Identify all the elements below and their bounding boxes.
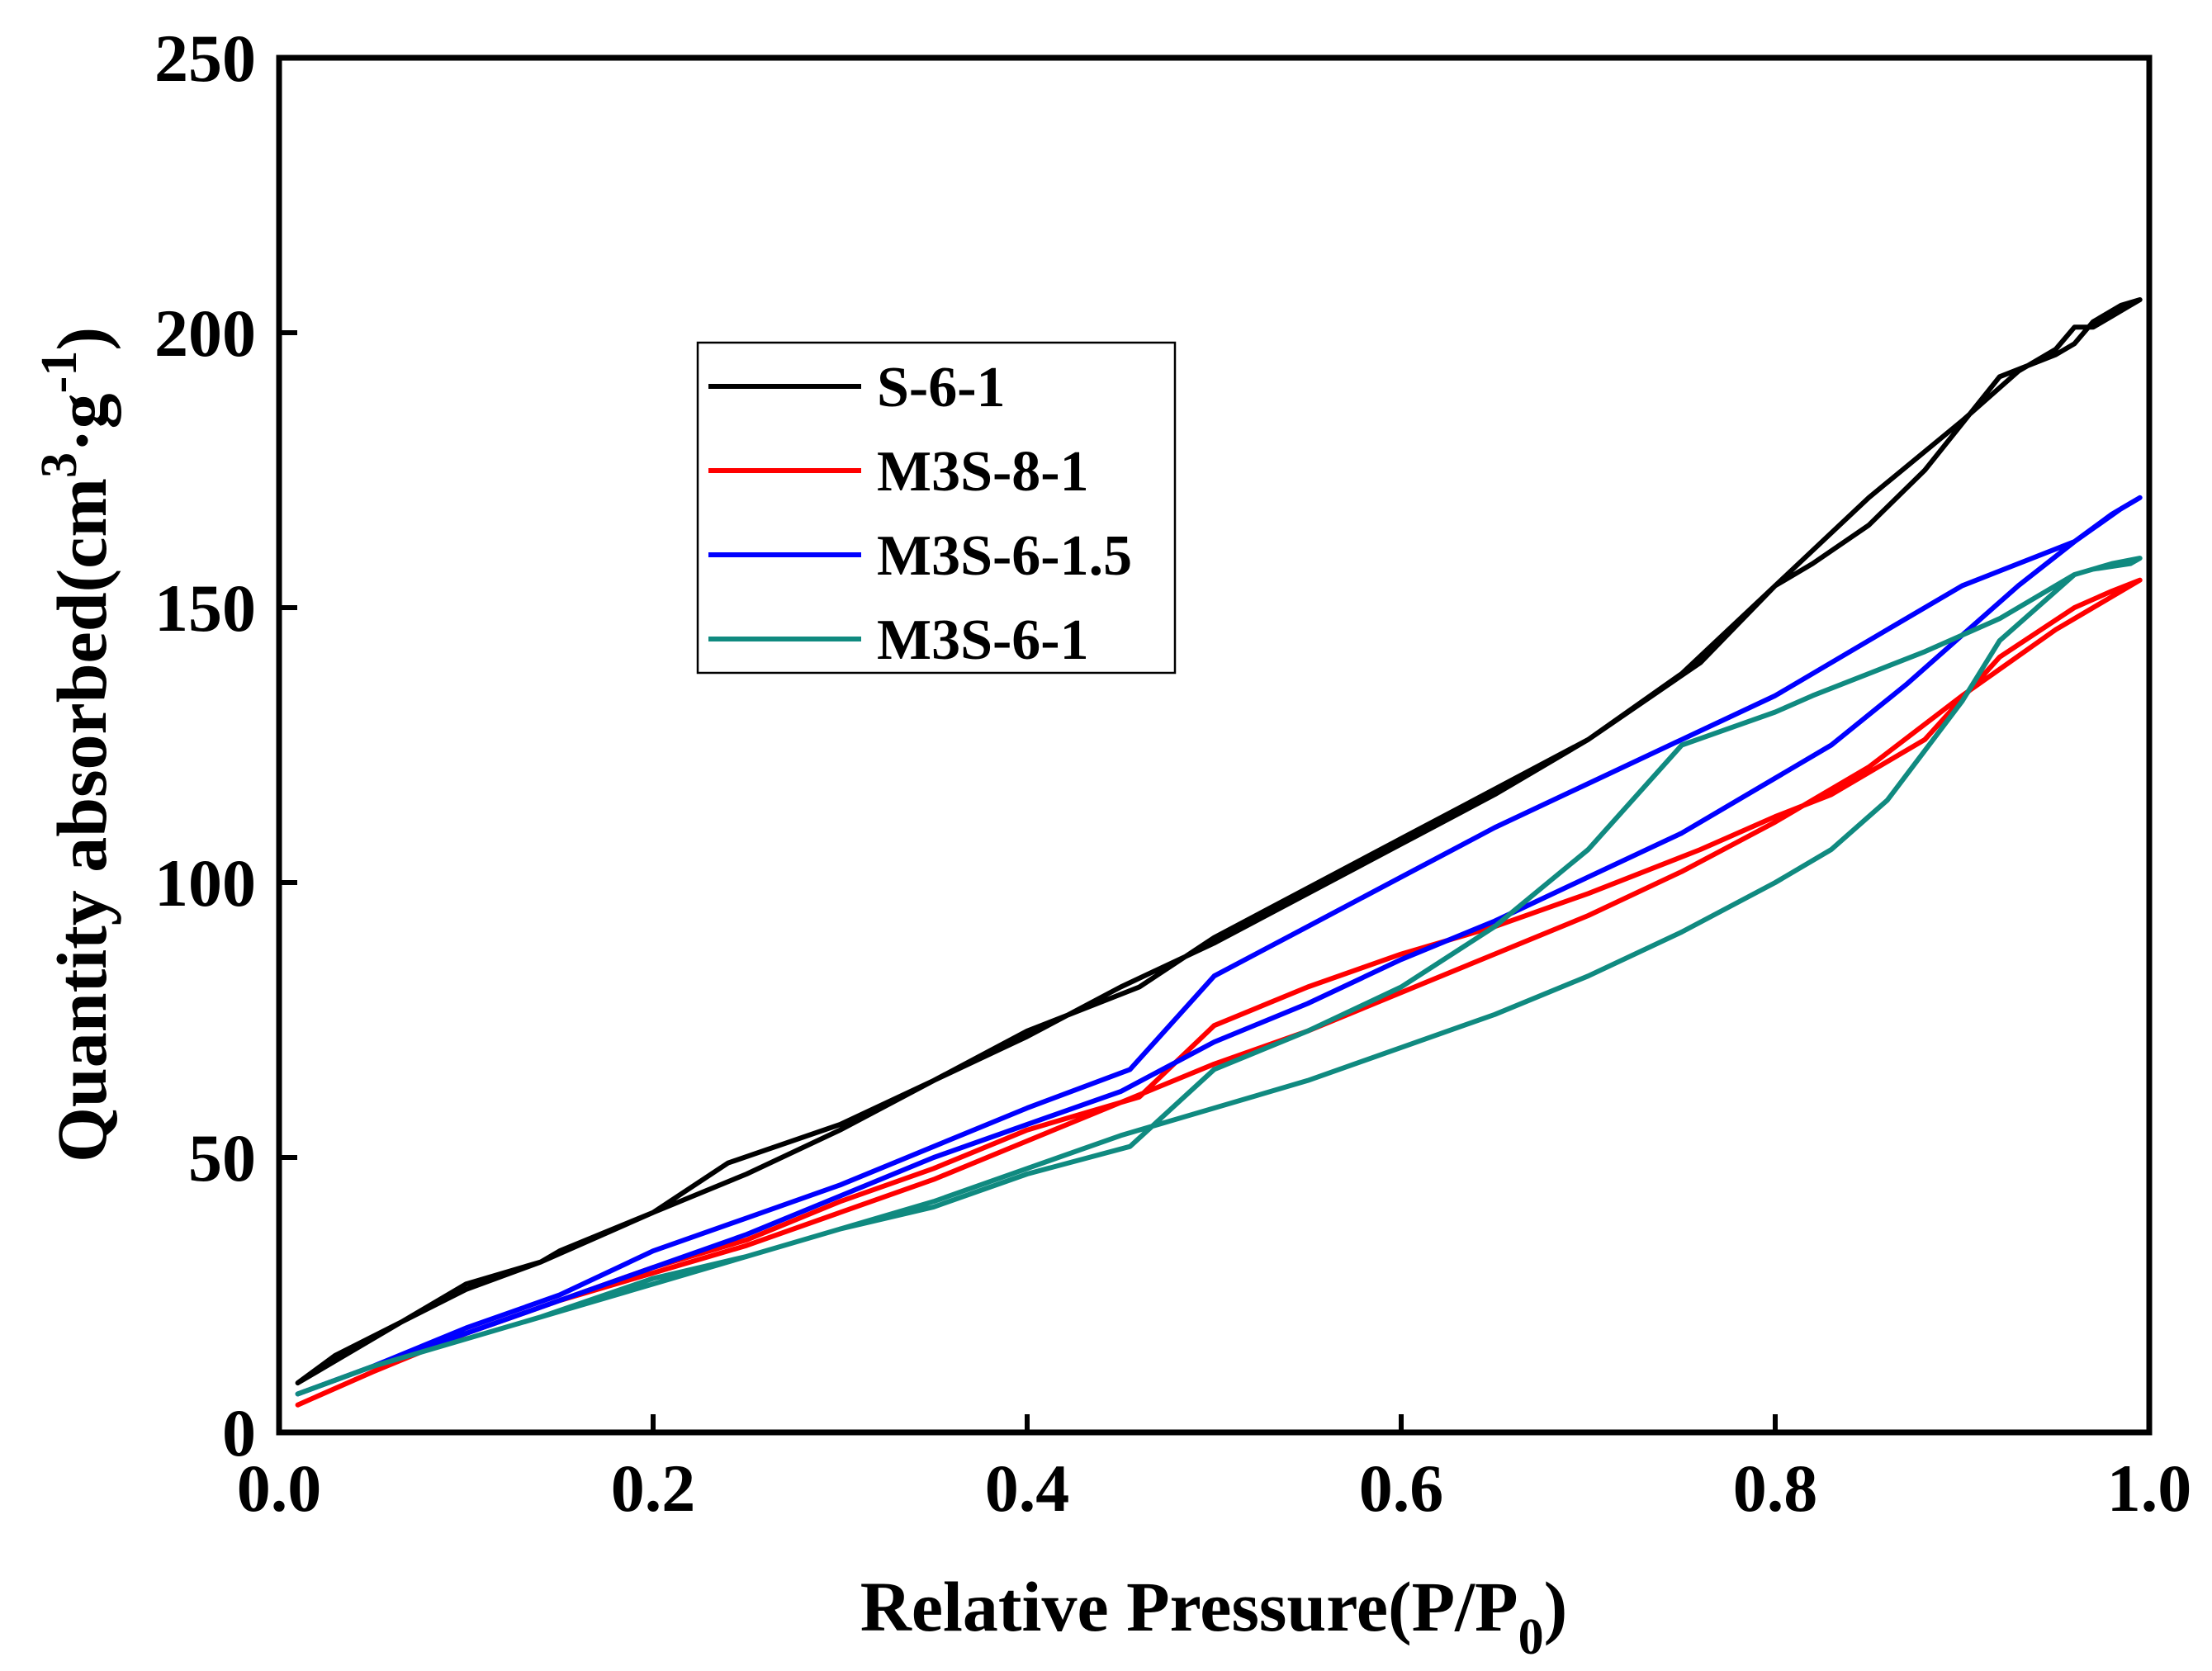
x-axis-title-main: Relative Pressure(P/P: [860, 1567, 1518, 1646]
y-tick-label: 0: [222, 1395, 256, 1470]
y-tick-label: 150: [154, 570, 256, 646]
x-tick-label: 0.2: [611, 1451, 696, 1526]
series-line-M3S-8-1: [295, 577, 2143, 1408]
y-axis-title: Quantity absorbed(cm3·g-1): [31, 327, 121, 1162]
y-tick-label: 50: [188, 1120, 256, 1195]
x-axis-title: Relative Pressure(P/P0): [860, 1567, 1567, 1665]
legend: S-6-1 M3S-8-1 M3S-6-1.5 M3S-6-1: [696, 341, 1177, 675]
x-axis-title-subscript: 0: [1518, 1609, 1544, 1665]
x-tick-label: 0.8: [1733, 1451, 1818, 1526]
y-axis-title-superscript-2: -1: [31, 351, 88, 394]
legend-box: [696, 341, 1177, 675]
legend-label-M3S-8-1: M3S-8-1: [877, 440, 1089, 504]
x-tick-label: 0.4: [985, 1451, 1070, 1526]
x-tick-label: 0.0: [237, 1451, 322, 1526]
y-tick-label: 200: [154, 296, 256, 371]
plot-area-frame: [276, 54, 2153, 1436]
y-axis-title-mid: ·g: [42, 393, 121, 452]
series-line-M3S-6-1.5: [295, 495, 2143, 1397]
legend-label-M3S-6-1: M3S-6-1: [877, 608, 1089, 672]
y-axis-title-main: Quantity absorbed(cm: [42, 478, 121, 1162]
y-axis-title-superscript-1: 3: [31, 452, 88, 478]
legend-label-M3S-6-1.5: M3S-6-1.5: [877, 524, 1132, 588]
y-axis-title-end: ): [42, 327, 121, 351]
x-axis-title-end: ): [1544, 1567, 1568, 1646]
legend-items: S-6-1 M3S-8-1 M3S-6-1.5 M3S-6-1: [708, 356, 1132, 672]
x-tick-label: 1.0: [2107, 1451, 2192, 1526]
y-tick-label: 100: [154, 845, 256, 921]
series-line-S-6-1: [295, 297, 2143, 1386]
tick-layer: 0.0 0.2 0.4 0.6 0.8 1.0 0 50 100 150 200 250: [154, 21, 2191, 1526]
series-line-M3S-6-1: [295, 556, 2143, 1397]
series-layer: [295, 297, 2143, 1408]
legend-label-S-6-1: S-6-1: [877, 356, 1006, 419]
x-tick-label: 0.6: [1359, 1451, 1444, 1526]
y-tick-label: 250: [154, 21, 256, 96]
